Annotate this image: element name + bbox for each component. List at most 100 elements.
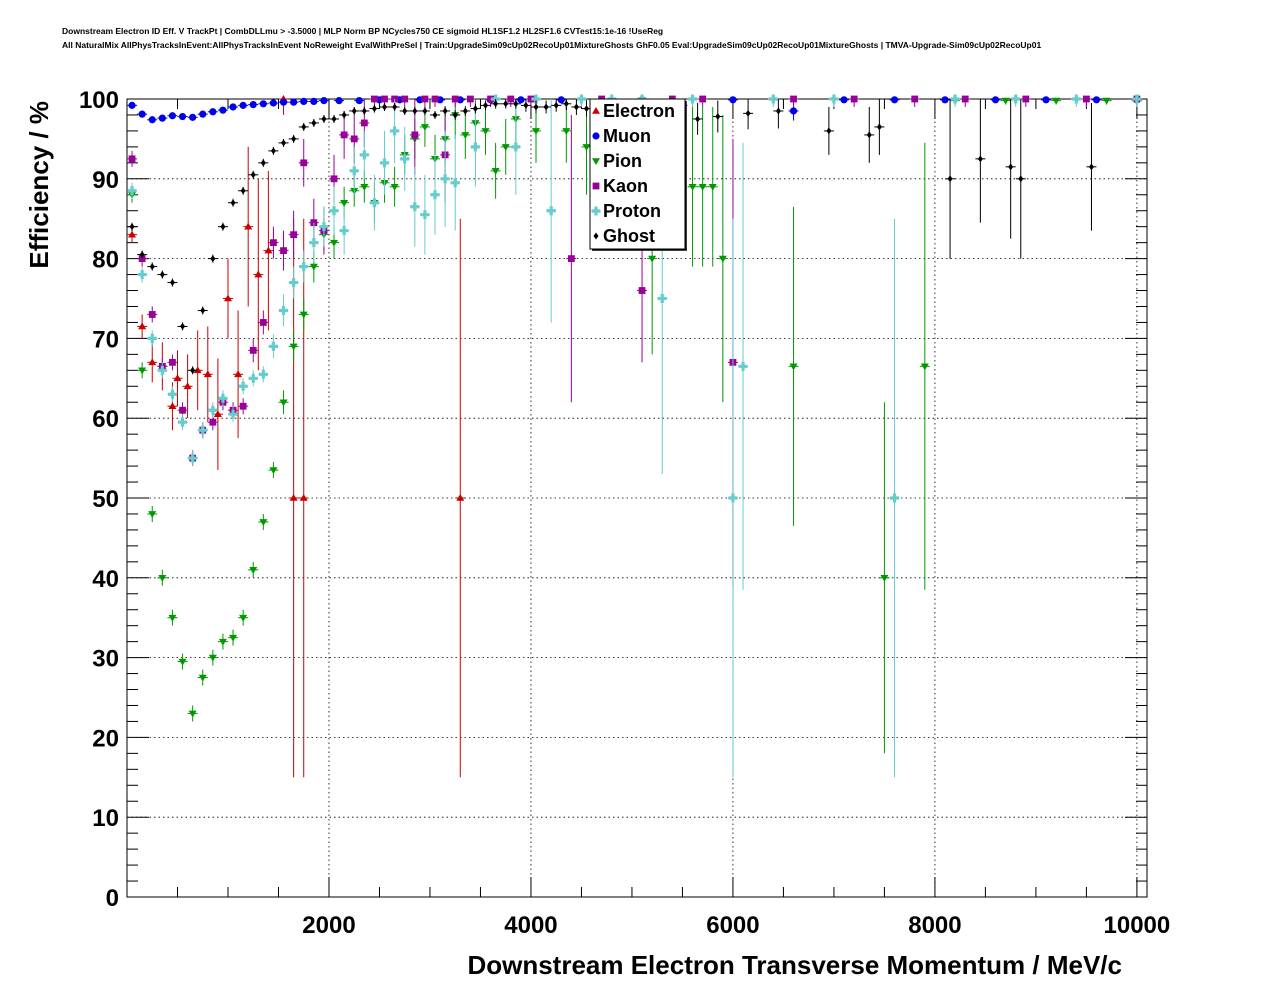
data-point <box>213 410 222 418</box>
y-tick-label: 20 <box>92 725 119 752</box>
data-point <box>1011 94 1021 104</box>
y-tick-label: 60 <box>92 406 119 433</box>
data-point <box>553 101 559 109</box>
data-point <box>208 405 218 415</box>
data-point <box>173 374 182 382</box>
data-point <box>531 94 541 104</box>
data-point <box>440 174 450 184</box>
data-point <box>157 365 167 375</box>
data-point <box>442 107 448 115</box>
data-point <box>638 287 646 294</box>
data-point <box>228 409 238 419</box>
data-point <box>147 333 157 343</box>
data-point <box>199 110 207 118</box>
data-point <box>200 306 206 314</box>
data-point <box>401 95 409 103</box>
data-point <box>1092 96 1101 104</box>
data-point <box>259 100 267 108</box>
legend-marker-muon <box>592 132 600 140</box>
data-point <box>198 674 207 682</box>
y-tick-label: 10 <box>92 805 119 832</box>
legend-label-pion: Pion <box>603 151 642 171</box>
data-point <box>431 95 439 103</box>
data-point <box>738 361 748 371</box>
data-point <box>289 343 298 351</box>
data-point <box>715 113 721 121</box>
data-point <box>695 115 701 123</box>
data-point <box>1071 94 1081 104</box>
data-point <box>745 109 751 117</box>
data-point <box>310 97 318 105</box>
data-point <box>470 142 480 152</box>
x-tick-label: 6000 <box>706 912 759 939</box>
data-point <box>517 96 525 104</box>
data-point <box>290 231 298 239</box>
data-point <box>381 95 388 103</box>
data-point <box>258 369 268 379</box>
data-point <box>503 100 509 108</box>
data-point <box>360 183 369 191</box>
data-point <box>178 417 188 427</box>
data-point <box>178 658 187 666</box>
data-point <box>380 158 390 168</box>
data-point <box>331 115 337 123</box>
data-point <box>291 135 297 143</box>
data-point <box>466 95 474 103</box>
y-tick-label: 50 <box>92 486 119 513</box>
data-point <box>268 341 278 351</box>
data-point <box>532 128 541 135</box>
data-point <box>412 107 418 115</box>
x-tick-label: 8000 <box>908 912 961 939</box>
data-point <box>947 175 953 183</box>
data-point <box>203 370 212 378</box>
data-point <box>850 95 858 103</box>
data-point <box>582 144 591 151</box>
data-point <box>279 305 289 315</box>
chart-series <box>127 94 1142 778</box>
data-point <box>371 105 377 113</box>
data-point <box>218 393 228 403</box>
data-point <box>826 127 832 135</box>
data-point <box>138 367 147 375</box>
data-point <box>309 263 318 271</box>
data-point <box>941 96 949 104</box>
data-point <box>880 575 889 582</box>
y-axis-title: Efficiency / % <box>24 101 54 269</box>
data-point <box>361 107 367 115</box>
data-point <box>768 94 778 104</box>
legend-label-electron: Electron <box>603 101 675 121</box>
data-point <box>392 103 398 111</box>
data-point <box>789 107 798 115</box>
y-tick-label: 90 <box>92 167 119 194</box>
legend-label-kaon: Kaon <box>603 176 648 196</box>
data-point <box>230 199 236 207</box>
data-point <box>493 100 499 108</box>
data-point <box>1102 97 1111 105</box>
data-point <box>472 105 478 113</box>
data-point <box>148 311 156 318</box>
data-point <box>341 111 347 119</box>
data-point <box>390 183 399 191</box>
data-point <box>158 114 166 122</box>
data-point <box>139 251 145 259</box>
data-point <box>1008 163 1014 171</box>
data-point <box>567 255 575 262</box>
data-point <box>279 98 288 106</box>
data-point <box>319 222 329 232</box>
series-proton <box>127 94 1142 778</box>
data-point <box>340 199 349 207</box>
data-point <box>402 107 408 115</box>
data-point <box>950 94 960 104</box>
data-point <box>270 239 277 247</box>
data-point <box>137 270 147 280</box>
data-point <box>698 183 707 191</box>
data-point <box>168 402 177 410</box>
data-point <box>329 206 339 216</box>
data-point <box>290 98 298 106</box>
data-point <box>421 95 429 103</box>
data-point <box>462 107 468 115</box>
data-point <box>657 294 667 303</box>
data-point <box>648 255 657 263</box>
data-point <box>239 402 247 410</box>
data-point <box>557 96 565 104</box>
